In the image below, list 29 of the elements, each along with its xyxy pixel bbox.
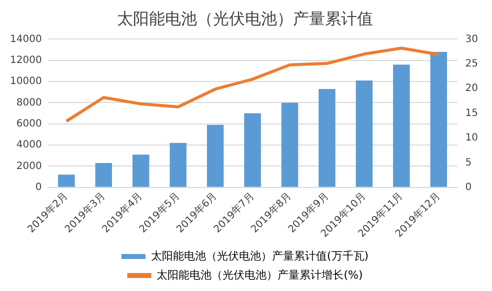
y2-tick-label: 25 <box>465 58 478 70</box>
y-tick-label: 0 <box>35 182 42 193</box>
y2-tick-label: 15 <box>465 108 478 119</box>
y2-tick-label: 20 <box>465 83 478 94</box>
bar <box>393 64 410 187</box>
y-tick-label: 2000 <box>16 160 42 172</box>
y2-tick-label: 5 <box>465 157 472 168</box>
y2-tick-label: 0 <box>465 182 472 193</box>
bar <box>206 124 224 187</box>
bar <box>95 163 112 187</box>
legend-label: 太阳能电池（光伏电池）产量累计值(万千瓦) <box>150 249 369 262</box>
y-tick-label: 10000 <box>10 76 42 88</box>
y-tick-label: 4000 <box>16 140 42 151</box>
bar <box>132 154 150 187</box>
y-tick-label: 12000 <box>10 54 42 66</box>
bar <box>281 102 298 187</box>
bar <box>318 88 336 187</box>
y-tick-label: 6000 <box>16 118 42 130</box>
y2-tick-label: 30 <box>465 34 478 45</box>
y-tick-label: 8000 <box>16 97 42 108</box>
bar <box>58 174 75 187</box>
bar <box>170 142 186 187</box>
chart-title: 太阳能电池（光伏电池）产量累计值 <box>117 8 373 28</box>
bar <box>244 113 261 187</box>
bar <box>430 52 448 187</box>
y2-tick-label: 10 <box>465 132 478 144</box>
bar <box>356 80 373 187</box>
legend-label: 太阳能电池（光伏电池）产量累计增长(%) <box>156 268 363 282</box>
y-tick-label: 14000 <box>10 34 42 45</box>
